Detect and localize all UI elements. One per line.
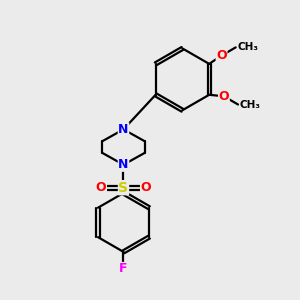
Text: N: N — [118, 158, 129, 171]
Text: O: O — [219, 90, 229, 103]
Text: CH₃: CH₃ — [237, 42, 258, 52]
Text: S: S — [118, 181, 128, 195]
Text: O: O — [96, 181, 106, 194]
Text: O: O — [216, 49, 227, 62]
Text: N: N — [118, 123, 129, 136]
Text: F: F — [119, 262, 128, 275]
Text: CH₃: CH₃ — [239, 100, 260, 110]
Text: O: O — [141, 181, 151, 194]
